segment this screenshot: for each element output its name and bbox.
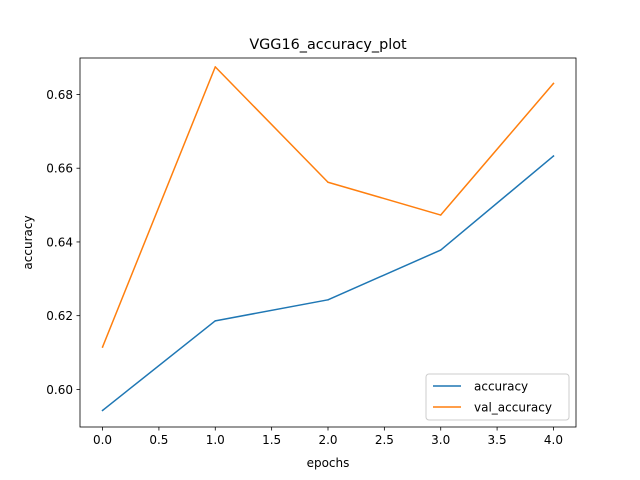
y-axis: 0.60 0.62 0.64 0.66 0.68 <box>46 88 80 397</box>
y-axis-label: accuracy <box>21 215 35 269</box>
y-tick-label: 0.64 <box>46 235 73 249</box>
data-point-0-0 <box>101 409 104 412</box>
data-point-1-2 <box>327 181 329 183</box>
y-tick-label: 0.68 <box>46 88 73 102</box>
legend-label-0: accuracy <box>474 380 528 394</box>
x-tick-label: 0.0 <box>93 433 112 447</box>
x-tick-label: 1.0 <box>206 433 225 447</box>
x-axis: 0.0 0.5 1.0 1.5 2.0 2.5 3.0 3.5 4.0 <box>93 427 563 447</box>
chart-title: VGG16_accuracy_plot <box>249 37 407 53</box>
data-point-0-4 <box>552 155 555 157</box>
data-point-1-0 <box>101 346 104 348</box>
x-tick-label: 3.0 <box>431 433 450 447</box>
data-point-0-1 <box>214 320 217 322</box>
data-point-0-3 <box>439 249 442 251</box>
x-tick-label: 2.5 <box>375 433 394 447</box>
data-point-1-4 <box>552 82 555 85</box>
x-tick-label: 2.0 <box>318 433 337 447</box>
x-tick-label: 4.0 <box>544 433 563 447</box>
x-tick-label: 0.5 <box>149 433 168 447</box>
x-tick-label: 1.5 <box>262 433 281 447</box>
x-axis-label: epochs <box>307 456 350 470</box>
axes-frame <box>79 57 577 428</box>
x-tick-label: 3.5 <box>488 433 507 447</box>
y-tick-label: 0.62 <box>46 309 73 323</box>
data-point-0-2 <box>327 299 329 301</box>
legend-frame <box>425 373 570 421</box>
y-tick-label: 0.60 <box>46 383 73 397</box>
data-point-1-3 <box>439 214 442 216</box>
y-tick-label: 0.66 <box>46 162 73 176</box>
data-point-1-1 <box>214 66 217 68</box>
legend-label-1: val_accuracy <box>474 401 552 415</box>
series-layer <box>101 66 555 412</box>
legend: accuracy val_accuracy <box>425 373 570 421</box>
